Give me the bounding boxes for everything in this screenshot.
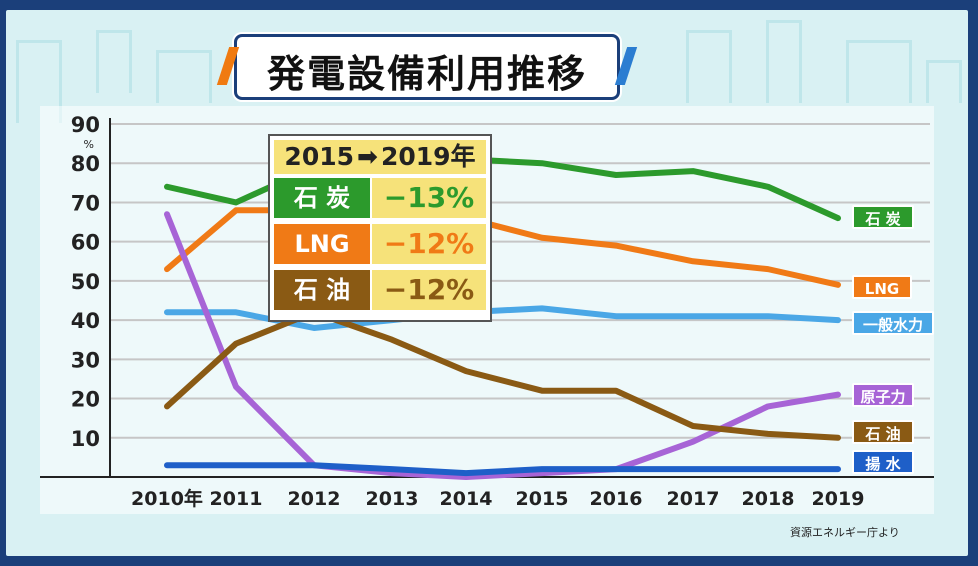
y-unit-label: %	[84, 138, 94, 151]
series-line	[164, 462, 841, 477]
y-tick-label: 50	[71, 270, 100, 294]
series-end-label: 石 炭	[852, 205, 914, 229]
y-tick-label: 60	[71, 231, 100, 255]
series-end-label: 一般水力	[852, 311, 934, 335]
y-tick-label: 40	[71, 309, 100, 333]
summary-row-change: −13%	[372, 178, 486, 218]
source-note: 資源エネルギー庁より	[790, 526, 900, 539]
y-tick-label: 90	[71, 113, 100, 137]
summary-header: 2015 ➡ 2019年	[274, 140, 486, 174]
summary-row-label: LNG	[274, 224, 370, 264]
x-tick-label: 2011	[210, 488, 263, 510]
summary-row-change: −12%	[372, 270, 486, 310]
summary-row-change: −12%	[372, 224, 486, 264]
chart-title: 発電設備利用推移	[266, 52, 587, 96]
series-end-label: 石 油	[852, 420, 914, 444]
summary-box: 2015 ➡ 2019年 石 炭 −13% LNG −12% 石 油 −12%	[268, 134, 492, 322]
x-tick-label: 2010年	[131, 487, 203, 510]
x-tick-label: 2012	[288, 488, 341, 510]
x-tick-label: 2013	[366, 488, 419, 510]
series-end-label: 原子力	[852, 383, 914, 407]
x-tick-label: 2015	[516, 488, 569, 510]
summary-row-label: 石 炭	[274, 178, 370, 218]
x-tick-label: 2016	[590, 488, 643, 510]
summary-to-year: 2019年	[380, 142, 476, 171]
series-line	[164, 309, 841, 441]
x-tick-label: 2017	[667, 488, 720, 510]
series-end-label: 揚 水	[852, 450, 914, 474]
y-tick-label: 70	[71, 191, 100, 215]
arrow-right-icon: ➡	[357, 142, 378, 171]
x-tick-label: 2014	[440, 488, 493, 510]
y-tick-label: 30	[71, 348, 100, 372]
series-end-label: LNG	[852, 275, 912, 299]
y-tick-label: 10	[71, 427, 100, 451]
y-tick-label: 80	[71, 152, 100, 176]
summary-row-label: 石 油	[274, 270, 370, 310]
series-line	[164, 211, 841, 480]
x-tick-label: 2019	[812, 488, 865, 510]
y-tick-label: 20	[71, 388, 100, 412]
x-tick-label: 2018	[742, 488, 795, 510]
title-banner: 発電設備利用推移	[234, 34, 620, 100]
summary-from-year: 2015	[284, 142, 355, 171]
